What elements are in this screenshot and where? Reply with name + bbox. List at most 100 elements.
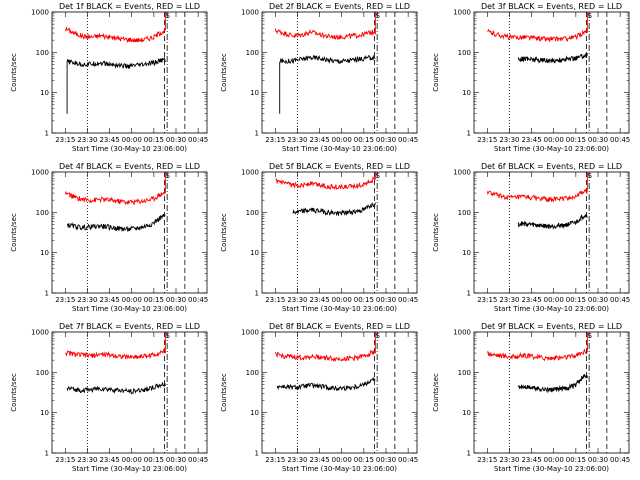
y-tick-label: 100 bbox=[246, 369, 259, 377]
x-tick-label: 23:45 bbox=[309, 296, 329, 304]
x-tick-label: 00:45 bbox=[398, 456, 418, 464]
y-tick-label: 1 bbox=[255, 290, 259, 298]
x-tick-label: 23:30 bbox=[77, 136, 97, 144]
y-tick-label: 10 bbox=[40, 409, 49, 417]
y-tick-label: 1 bbox=[45, 450, 49, 458]
x-axis-label: Start Time (30-May-10 23:06:00) bbox=[282, 305, 397, 313]
x-tick-label: 23:30 bbox=[287, 296, 307, 304]
x-tick-label: 23:15 bbox=[477, 296, 497, 304]
x-tick-label: 00:00 bbox=[332, 296, 352, 304]
x-tick-label: 00:30 bbox=[588, 136, 608, 144]
y-tick-label: 10 bbox=[462, 89, 471, 97]
x-axis-label: Start Time (30-May-10 23:06:00) bbox=[494, 305, 609, 313]
x-tick-label: 00:00 bbox=[122, 296, 142, 304]
x-axis-label: Start Time (30-May-10 23:06:00) bbox=[494, 145, 609, 153]
x-tick-label: 23:45 bbox=[521, 296, 541, 304]
x-tick-label: 00:00 bbox=[122, 136, 142, 144]
x-axis-label: Start Time (30-May-10 23:06:00) bbox=[72, 145, 187, 153]
x-axis-label: Start Time (30-May-10 23:06:00) bbox=[494, 465, 609, 473]
series-line-events bbox=[292, 202, 376, 217]
x-tick-label: 23:30 bbox=[77, 296, 97, 304]
panel-title: Det 8f BLACK = Events, RED = LLD bbox=[269, 322, 410, 331]
x-tick-label: 23:15 bbox=[265, 136, 285, 144]
x-tick-label: 00:30 bbox=[588, 296, 608, 304]
x-tick-label: 23:15 bbox=[265, 296, 285, 304]
x-tick-label: 00:30 bbox=[376, 296, 396, 304]
series-line-lld bbox=[486, 332, 588, 362]
series-line-lld bbox=[487, 12, 588, 43]
x-tick-label: 23:45 bbox=[99, 136, 119, 144]
y-tick-label: 1 bbox=[255, 130, 259, 138]
panel-title: Det 6f BLACK = Events, RED = LLD bbox=[481, 162, 622, 171]
spike-marker-label: S bbox=[587, 12, 592, 20]
spike-marker-label: S bbox=[165, 12, 170, 20]
x-axis-label: Start Time (30-May-10 23:06:00) bbox=[72, 305, 187, 313]
panel-det-9: Det 9f BLACK = Events, RED = LLD Start Ti… bbox=[432, 322, 630, 473]
y-tick-label: 10 bbox=[462, 409, 471, 417]
y-tick-label: 1000 bbox=[31, 329, 49, 337]
plot-frame bbox=[473, 171, 630, 294]
y-tick-label: 10 bbox=[250, 409, 259, 417]
x-tick-label: 00:15 bbox=[354, 136, 374, 144]
x-axis-label: Start Time (30-May-10 23:06:00) bbox=[72, 465, 187, 473]
series-line-lld bbox=[274, 12, 376, 40]
panel-det-3: Det 3f BLACK = Events, RED = LLD Start Ti… bbox=[432, 2, 630, 153]
series-line-events bbox=[517, 214, 588, 230]
panel-det-8: Det 8f BLACK = Events, RED = LLD Start Ti… bbox=[220, 322, 418, 473]
x-tick-label: 00:15 bbox=[566, 296, 586, 304]
y-axis-label: Counts/sec bbox=[10, 53, 18, 92]
spike-marker-label: S bbox=[587, 172, 592, 180]
plot-frame bbox=[51, 331, 208, 454]
x-tick-label: 00:00 bbox=[544, 296, 564, 304]
x-tick-label: 00:45 bbox=[610, 136, 630, 144]
x-tick-label: 00:45 bbox=[188, 456, 208, 464]
y-tick-label: 1 bbox=[45, 130, 49, 138]
y-tick-label: 100 bbox=[246, 49, 259, 57]
y-axis-label: Counts/sec bbox=[10, 373, 18, 412]
series-line-events bbox=[517, 374, 588, 394]
x-tick-label: 23:45 bbox=[309, 456, 329, 464]
x-tick-label: 23:30 bbox=[499, 296, 519, 304]
y-tick-label: 1 bbox=[45, 290, 49, 298]
y-tick-label: 1 bbox=[467, 290, 471, 298]
x-axis-label: Start Time (30-May-10 23:06:00) bbox=[282, 465, 397, 473]
y-tick-label: 1 bbox=[467, 130, 471, 138]
y-tick-label: 1 bbox=[467, 450, 471, 458]
x-tick-label: 00:15 bbox=[566, 456, 586, 464]
panel-det-5: Det 5f BLACK = Events, RED = LLD Start Ti… bbox=[220, 162, 418, 313]
panel-title: Det 1f BLACK = Events, RED = LLD bbox=[59, 2, 200, 11]
series-line-events bbox=[66, 56, 166, 114]
y-tick-label: 1000 bbox=[31, 169, 49, 177]
y-tick-label: 1000 bbox=[453, 169, 471, 177]
x-tick-label: 00:15 bbox=[144, 456, 164, 464]
x-tick-label: 23:15 bbox=[477, 136, 497, 144]
x-tick-label: 23:45 bbox=[521, 136, 541, 144]
y-tick-label: 100 bbox=[458, 369, 471, 377]
x-tick-label: 00:45 bbox=[610, 456, 630, 464]
y-tick-label: 1000 bbox=[241, 169, 259, 177]
panel-title: Det 4f BLACK = Events, RED = LLD bbox=[59, 162, 200, 171]
x-tick-label: 00:45 bbox=[398, 136, 418, 144]
y-tick-label: 10 bbox=[40, 89, 49, 97]
series-line-events bbox=[517, 52, 588, 64]
x-tick-label: 00:15 bbox=[144, 136, 164, 144]
y-tick-label: 1000 bbox=[31, 9, 49, 17]
panel-title: Det 7f BLACK = Events, RED = LLD bbox=[59, 322, 200, 331]
panel-det-4: Det 4f BLACK = Events, RED = LLD Start Ti… bbox=[10, 162, 208, 313]
y-tick-label: 1000 bbox=[453, 9, 471, 17]
series-line-lld bbox=[64, 172, 166, 206]
x-tick-label: 00:15 bbox=[354, 296, 374, 304]
panel-det-1: Det 1f BLACK = Events, RED = LLD Start Ti… bbox=[10, 2, 208, 153]
spike-marker-label: S bbox=[165, 332, 170, 340]
y-tick-label: 10 bbox=[462, 249, 471, 257]
spike-marker-label: S bbox=[375, 12, 380, 20]
spike-marker-label: S bbox=[165, 172, 170, 180]
x-tick-label: 23:15 bbox=[477, 456, 497, 464]
panel-title: Det 2f BLACK = Events, RED = LLD bbox=[269, 2, 410, 11]
y-tick-label: 1000 bbox=[241, 329, 259, 337]
y-tick-label: 10 bbox=[250, 89, 259, 97]
panel-det-2: Det 2f BLACK = Events, RED = LLD Start Ti… bbox=[220, 2, 418, 153]
panel-det-6: Det 6f BLACK = Events, RED = LLD Start Ti… bbox=[432, 162, 630, 313]
x-tick-label: 23:30 bbox=[287, 456, 307, 464]
